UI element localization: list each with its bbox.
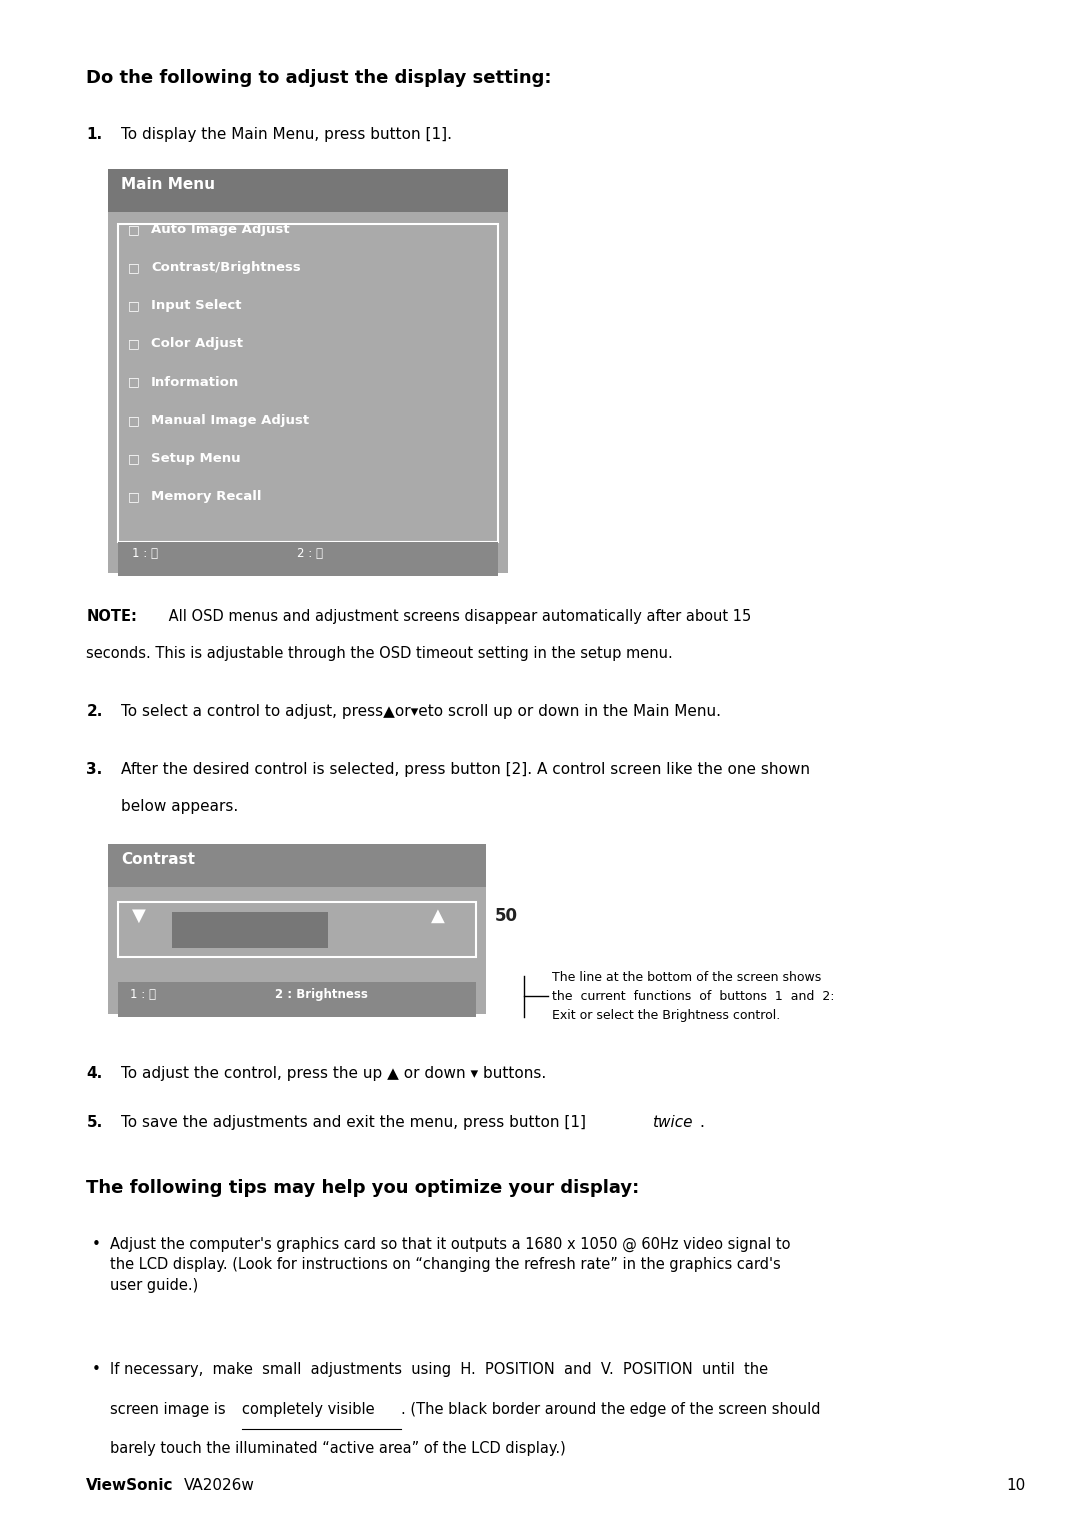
Text: □: □ [127, 490, 139, 504]
Text: □: □ [127, 376, 139, 389]
Text: □: □ [127, 414, 139, 428]
Text: 5.: 5. [86, 1115, 103, 1130]
Bar [172, 912, 328, 948]
Text: 10: 10 [1007, 1478, 1026, 1493]
Text: □: □ [127, 337, 139, 351]
Bar [108, 844, 486, 887]
Text: 1.: 1. [86, 127, 103, 142]
Text: □: □ [127, 223, 139, 237]
Text: VA2026w: VA2026w [184, 1478, 255, 1493]
Text: □: □ [127, 452, 139, 466]
Text: twice: twice [652, 1115, 693, 1130]
Text: completely visible: completely visible [242, 1402, 375, 1417]
Text: If necessary,  make  small  adjustments  using  H.  POSITION  and  V.  POSITION : If necessary, make small adjustments usi… [110, 1362, 768, 1377]
Text: below appears.: below appears. [121, 799, 239, 814]
Text: 2 : Brightness: 2 : Brightness [275, 988, 368, 1002]
Text: •: • [92, 1237, 100, 1252]
Text: .: . [700, 1115, 705, 1130]
Text: 1 : ⬾: 1 : ⬾ [130, 988, 156, 1002]
Text: □: □ [127, 261, 139, 275]
Text: 4.: 4. [86, 1066, 103, 1081]
Text: To save the adjustments and exit the menu, press button [1]: To save the adjustments and exit the men… [121, 1115, 591, 1130]
Text: 1 : ⬾: 1 : ⬾ [132, 547, 158, 560]
Bar [118, 224, 498, 542]
Text: Contrast: Contrast [121, 852, 195, 867]
Text: barely touch the illuminated “active area” of the LCD display.): barely touch the illuminated “active are… [110, 1441, 566, 1457]
Text: 2.: 2. [86, 704, 103, 719]
Text: Information: Information [151, 376, 240, 389]
Text: The line at the bottom of the screen shows
the  current  functions  of  buttons : The line at the bottom of the screen sho… [552, 971, 835, 1022]
Text: Manual Image Adjust: Manual Image Adjust [151, 414, 309, 428]
Text: 3.: 3. [86, 762, 103, 777]
Bar [118, 982, 476, 1017]
Text: 2 : ⬾: 2 : ⬾ [297, 547, 323, 560]
Text: ViewSonic: ViewSonic [86, 1478, 174, 1493]
Text: Contrast/Brightness: Contrast/Brightness [151, 261, 301, 275]
Text: To adjust the control, press the up ▲ or down ▾ buttons.: To adjust the control, press the up ▲ or… [121, 1066, 546, 1081]
Bar [118, 542, 498, 576]
Text: Color Adjust: Color Adjust [151, 337, 243, 351]
Text: Memory Recall: Memory Recall [151, 490, 261, 504]
Bar [108, 212, 508, 573]
Text: Auto Image Adjust: Auto Image Adjust [151, 223, 289, 237]
Text: Setup Menu: Setup Menu [151, 452, 241, 466]
Bar [118, 902, 476, 957]
Text: NOTE:: NOTE: [86, 609, 137, 625]
Text: All OSD menus and adjustment screens disappear automatically after about 15: All OSD menus and adjustment screens dis… [164, 609, 752, 625]
Bar [108, 169, 508, 212]
Text: screen image is: screen image is [110, 1402, 230, 1417]
Text: □: □ [127, 299, 139, 313]
Text: ▼: ▼ [132, 907, 146, 925]
Text: seconds. This is adjustable through the OSD timeout setting in the setup menu.: seconds. This is adjustable through the … [86, 646, 673, 661]
Text: Do the following to adjust the display setting:: Do the following to adjust the display s… [86, 69, 552, 87]
Bar [108, 887, 486, 1014]
Text: To display the Main Menu, press button [1].: To display the Main Menu, press button [… [121, 127, 451, 142]
Text: •: • [92, 1362, 100, 1377]
Text: The following tips may help you optimize your display:: The following tips may help you optimize… [86, 1179, 639, 1197]
Text: 50: 50 [495, 907, 517, 925]
Text: Input Select: Input Select [151, 299, 242, 313]
Text: Adjust the computer's graphics card so that it outputs a 1680 x 1050 @ 60Hz vide: Adjust the computer's graphics card so t… [110, 1237, 791, 1293]
Text: After the desired control is selected, press button [2]. A control screen like t: After the desired control is selected, p… [121, 762, 810, 777]
Text: ▲: ▲ [431, 907, 445, 925]
Text: To select a control to adjust, press▲or▾eto scroll up or down in the Main Menu.: To select a control to adjust, press▲or▾… [121, 704, 721, 719]
Text: Main Menu: Main Menu [121, 177, 215, 192]
Text: . (The black border around the edge of the screen should: . (The black border around the edge of t… [401, 1402, 820, 1417]
